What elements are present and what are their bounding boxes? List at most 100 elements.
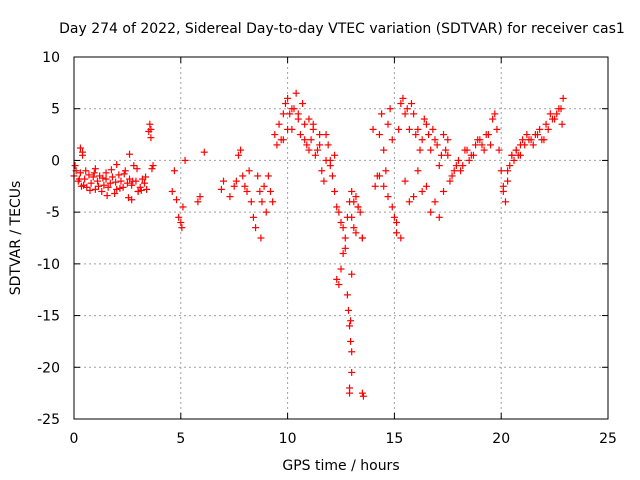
data-point: [444, 151, 452, 159]
y-tick-label: 0: [51, 153, 60, 169]
data-point: [422, 182, 430, 190]
data-point: [397, 234, 405, 242]
data-point: [322, 131, 330, 139]
data-point: [75, 175, 83, 183]
data-point: [523, 131, 531, 139]
data-point: [516, 151, 524, 159]
data-point: [273, 141, 281, 149]
data-point: [497, 167, 505, 175]
data-point: [344, 306, 352, 314]
data-point: [435, 162, 443, 170]
data-point: [416, 146, 424, 154]
data-point: [444, 136, 452, 144]
data-point: [412, 131, 420, 139]
data-point: [194, 198, 202, 206]
data-point: [296, 131, 304, 139]
data-point: [168, 187, 176, 195]
data-point: [429, 125, 437, 133]
data-point: [386, 105, 394, 113]
x-tick-labels: 0 5 10 15 20 25: [70, 431, 617, 447]
data-point: [107, 166, 115, 174]
data-point: [79, 151, 87, 159]
data-point: [123, 179, 131, 187]
data-point: [305, 115, 313, 123]
data-point: [559, 94, 567, 102]
data-point: [442, 146, 450, 154]
data-point: [217, 185, 225, 193]
data-point: [87, 179, 95, 187]
data-point: [495, 146, 503, 154]
data-point: [346, 384, 354, 392]
data-point: [331, 151, 339, 159]
data-point: [536, 125, 544, 133]
data-point: [271, 131, 279, 139]
data-point: [348, 368, 356, 376]
data-point: [427, 146, 435, 154]
data-point: [316, 131, 324, 139]
data-point: [99, 174, 107, 182]
x-tick-label: 15: [385, 431, 403, 447]
data-point: [414, 125, 422, 133]
data-point: [508, 151, 516, 159]
data-point: [544, 125, 552, 133]
data-point: [104, 183, 112, 191]
data-point: [538, 136, 546, 144]
data-point: [220, 177, 228, 185]
data-point: [431, 198, 439, 206]
data-point: [232, 177, 240, 185]
data-point: [86, 186, 94, 194]
data-point: [177, 218, 185, 226]
data-point: [346, 322, 354, 330]
data-point: [311, 151, 319, 159]
data-point: [369, 125, 377, 133]
data-point: [309, 125, 317, 133]
data-point: [504, 167, 512, 175]
data-point: [339, 250, 347, 258]
data-point: [89, 173, 97, 181]
data-point: [484, 131, 492, 139]
data-point: [100, 181, 108, 189]
data-point: [450, 167, 458, 175]
data-point: [129, 177, 137, 185]
plot-frame: [73, 56, 609, 420]
data-point: [395, 125, 403, 133]
data-point: [399, 94, 407, 102]
data-point: [393, 218, 401, 226]
data-point: [534, 131, 542, 139]
data-point: [457, 167, 465, 175]
data-point: [170, 167, 178, 175]
data-point: [113, 161, 121, 169]
data-point: [147, 125, 155, 133]
data-point: [437, 151, 445, 159]
data-point: [440, 131, 448, 139]
data-point: [133, 165, 141, 173]
x-tick-label: 5: [176, 431, 185, 447]
data-point: [501, 198, 509, 206]
data-point: [102, 169, 110, 177]
data-point: [95, 182, 103, 190]
data-point: [320, 177, 328, 185]
x-tick-label: 0: [70, 431, 79, 447]
data-point: [284, 94, 292, 102]
data-point: [148, 165, 156, 173]
data-point: [179, 203, 187, 211]
data-point: [91, 165, 99, 173]
data-point: [252, 224, 260, 232]
data-point: [401, 177, 409, 185]
data-point: [403, 105, 411, 113]
data-point: [318, 167, 326, 175]
data-point: [335, 208, 343, 216]
x-tick-label: 25: [599, 431, 617, 447]
data-point: [341, 234, 349, 242]
data-point: [459, 162, 467, 170]
data-point: [380, 182, 388, 190]
data-point: [294, 110, 302, 118]
data-point: [359, 392, 367, 400]
data-point: [326, 156, 334, 164]
data-point: [93, 177, 101, 185]
data-point: [504, 177, 512, 185]
data-point: [358, 234, 366, 242]
data-point: [140, 179, 148, 187]
data-point: [401, 110, 409, 118]
data-point: [91, 185, 99, 193]
